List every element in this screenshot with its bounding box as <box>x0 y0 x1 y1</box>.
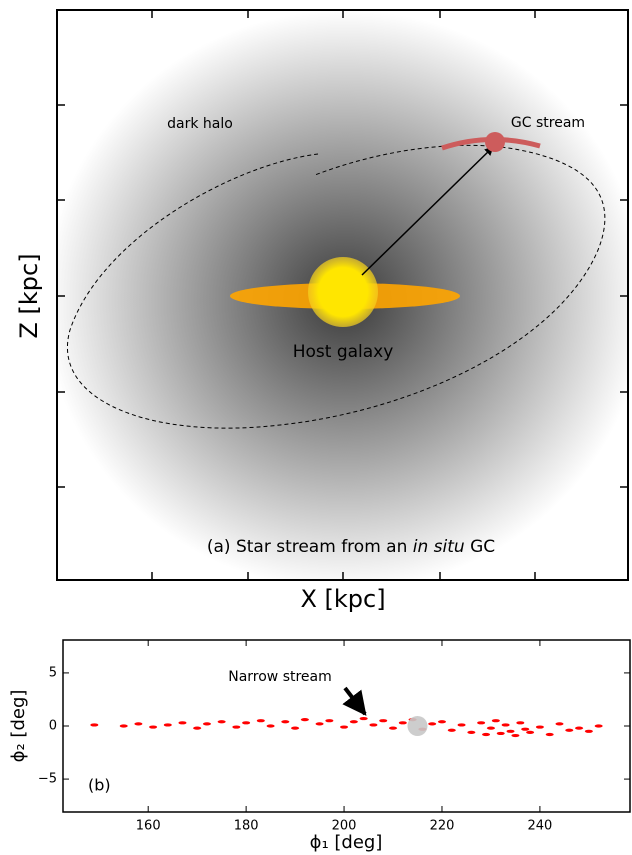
caption-prefix: (a) Star stream from an <box>207 537 413 557</box>
point <box>448 729 456 732</box>
y-label: Z [kpc] <box>15 253 43 338</box>
point <box>555 722 563 725</box>
point <box>389 727 397 730</box>
point <box>467 731 475 734</box>
panel-label: (b) <box>88 776 111 795</box>
point <box>458 723 466 726</box>
point <box>90 723 98 726</box>
x-tick-label: 180 <box>234 819 259 834</box>
point <box>477 721 485 724</box>
point <box>164 723 172 726</box>
y-label: ϕ₂ [deg] <box>8 690 29 763</box>
point <box>521 728 529 731</box>
x-label: X [kpc] <box>300 585 385 613</box>
point <box>585 730 593 733</box>
galaxy-label: Host galaxy <box>293 342 394 362</box>
point <box>316 722 324 725</box>
point <box>379 719 387 722</box>
point <box>369 723 377 726</box>
point <box>340 725 348 728</box>
point <box>218 720 226 723</box>
point <box>565 729 573 732</box>
point <box>325 719 333 722</box>
point <box>507 730 515 733</box>
figure: dark halo GC stream Host galaxy (a) Star… <box>0 0 632 855</box>
point <box>428 722 436 725</box>
point <box>178 721 186 724</box>
point <box>536 725 544 728</box>
point <box>291 727 299 730</box>
x-tick-label: 160 <box>136 819 161 834</box>
point <box>399 721 407 724</box>
point <box>257 719 265 722</box>
point <box>232 725 240 728</box>
x-label: ϕ₁ [deg] <box>310 832 383 853</box>
point <box>511 734 519 737</box>
point <box>134 722 142 725</box>
point <box>301 718 309 721</box>
point <box>526 731 534 734</box>
caption-suffix: GC <box>465 537 495 557</box>
point <box>350 720 358 723</box>
point <box>438 720 446 723</box>
point <box>360 717 368 720</box>
point <box>193 727 201 730</box>
point <box>281 720 289 723</box>
gc <box>485 132 505 152</box>
bulge <box>308 257 378 327</box>
x-tick-label: 240 <box>527 819 552 834</box>
caption: (a) Star stream from an in situ GC <box>207 537 495 557</box>
stream-label: GC stream <box>511 115 585 131</box>
point <box>575 727 583 730</box>
x-tick-label: 220 <box>430 819 455 834</box>
point <box>595 724 603 727</box>
point <box>497 732 505 735</box>
page: dark halo GC stream Host galaxy (a) Star… <box>0 0 632 855</box>
annotation: Narrow stream <box>228 669 332 685</box>
y-tick-label: 5 <box>49 665 57 680</box>
point <box>546 733 554 736</box>
annotation-arrow <box>345 688 365 714</box>
schematic <box>45 10 632 590</box>
point <box>516 721 524 724</box>
point <box>487 727 495 730</box>
point <box>203 722 211 725</box>
point <box>120 724 128 727</box>
y-tick-label: 0 <box>49 719 57 734</box>
point <box>502 723 510 726</box>
point <box>149 725 157 728</box>
y-tick-label: −5 <box>38 772 57 787</box>
halo-label: dark halo <box>167 116 233 132</box>
point <box>267 724 275 727</box>
point <box>492 719 500 722</box>
caption-italic: in situ <box>413 537 465 557</box>
progenitor <box>407 716 427 736</box>
point <box>482 733 490 736</box>
point <box>242 721 250 724</box>
